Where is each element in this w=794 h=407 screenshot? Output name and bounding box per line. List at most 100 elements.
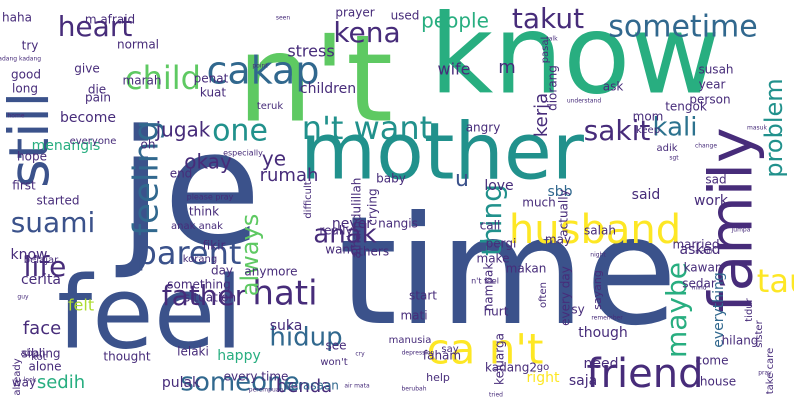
word-someone: someone	[180, 368, 299, 398]
word-say: say	[441, 344, 458, 355]
word-n-t-feel: n't feel	[471, 277, 499, 286]
word-life: life	[24, 250, 67, 283]
word-tidur: tidur	[744, 297, 755, 321]
word-pergi: pergi	[486, 237, 517, 251]
word-perasaan: perasaan	[283, 379, 339, 393]
word-started: started	[37, 194, 80, 208]
word-sometime: sometime	[608, 10, 757, 45]
word-know: know	[430, 0, 721, 118]
word-remember: remember	[591, 315, 623, 322]
word-stress: stress	[287, 42, 334, 61]
word-mom: mom	[633, 110, 664, 124]
word-house: house	[700, 375, 736, 389]
word-try: try	[22, 39, 39, 53]
word-menangis: menangis	[32, 138, 101, 154]
word-keep: keep	[636, 125, 660, 136]
word-situation: situation	[184, 291, 236, 305]
word-help: help	[426, 371, 450, 384]
word-suami: suami	[11, 206, 96, 239]
word-love: love	[484, 178, 513, 194]
word-call: call	[480, 219, 501, 233]
word-sy: sy	[571, 303, 584, 317]
word-friend: friend	[587, 351, 704, 397]
word-anymore: anymore	[244, 265, 297, 279]
word-guy: guy	[17, 294, 29, 301]
word-takut: takut	[512, 2, 584, 35]
word-prayer: prayer	[335, 6, 374, 20]
word-hope: hope	[17, 150, 47, 164]
word-oh: oh	[141, 138, 156, 152]
word-said: said	[632, 187, 661, 203]
word-family: family	[697, 127, 767, 312]
word-won-t: won't	[320, 357, 347, 368]
word-kena: kena	[333, 16, 400, 49]
word-nangis: nangis	[378, 217, 418, 231]
word-used: used	[391, 9, 420, 23]
word-time: time	[339, 185, 678, 359]
word-kawan: kawan	[684, 261, 723, 275]
word-m: m	[498, 57, 516, 78]
word-one: one	[212, 114, 268, 149]
word-person: person	[689, 93, 730, 107]
word-pasal: pasal	[540, 37, 551, 64]
word-marah: marah	[123, 74, 162, 88]
word-mati: mati	[400, 309, 427, 323]
word-difficult: difficult	[303, 181, 314, 218]
word-children: children	[300, 81, 356, 97]
word-though: though	[578, 325, 628, 341]
word-feeling: feeling	[127, 120, 167, 236]
word-face: face	[23, 318, 61, 339]
word-pray: pray	[758, 370, 772, 377]
word-korang: korang	[183, 254, 217, 265]
word-berubah: berubah	[401, 386, 426, 393]
word-good: good	[11, 68, 41, 82]
word-saja: saja	[569, 373, 597, 389]
word-suka: suka	[270, 318, 303, 334]
word-home: home	[7, 113, 24, 120]
word-jumpa: jumpa	[731, 227, 751, 234]
word-cry: cry	[355, 351, 365, 358]
word-sakit: sakit	[584, 114, 651, 147]
word-know: know	[11, 247, 48, 263]
word-understand: understand	[567, 98, 602, 105]
word-depression: depression	[402, 350, 435, 357]
word-thing: thing	[475, 184, 508, 256]
word-fikir: fikir	[203, 239, 226, 253]
word-never: never	[332, 216, 372, 232]
word-asked: asked	[680, 242, 721, 258]
word-husband: husband	[509, 207, 681, 253]
word-salah: salah	[584, 224, 616, 238]
word-kerja: kerja	[531, 93, 552, 137]
word-every-time: every time	[224, 370, 289, 384]
word-end: end	[170, 167, 193, 181]
word-problem: problem	[760, 78, 788, 177]
word-jugak: jugak	[155, 118, 211, 142]
word-alone: alone	[28, 360, 61, 374]
word-want: want	[325, 243, 355, 257]
word-start: start	[409, 289, 437, 303]
word-sedih: sedih	[37, 372, 85, 393]
word-die: die	[88, 83, 106, 97]
word-seen: seen	[276, 15, 291, 22]
word-ca-n-t: ca n't	[427, 325, 544, 374]
word-see: see	[325, 339, 346, 353]
word-penat: penat	[194, 72, 229, 86]
word-something: something	[167, 278, 231, 292]
word-mother: mother	[300, 107, 585, 197]
word-kadang2: kadang2	[485, 361, 537, 375]
word-father: father	[162, 279, 247, 312]
word-heart: heart	[58, 10, 133, 43]
word-alhamdulillah: alhamdulillah	[350, 178, 364, 259]
word-kali: kali	[653, 113, 698, 143]
word-still: still	[0, 92, 61, 188]
word-angry: angry	[466, 121, 501, 135]
word-night: night	[590, 252, 606, 259]
word-first: first	[12, 179, 36, 193]
word-much: much	[522, 196, 556, 210]
word-need: need	[584, 356, 619, 372]
word-month: month	[695, 249, 715, 256]
word-felt: felt	[68, 296, 94, 315]
word-belajar: belajar	[24, 255, 59, 266]
